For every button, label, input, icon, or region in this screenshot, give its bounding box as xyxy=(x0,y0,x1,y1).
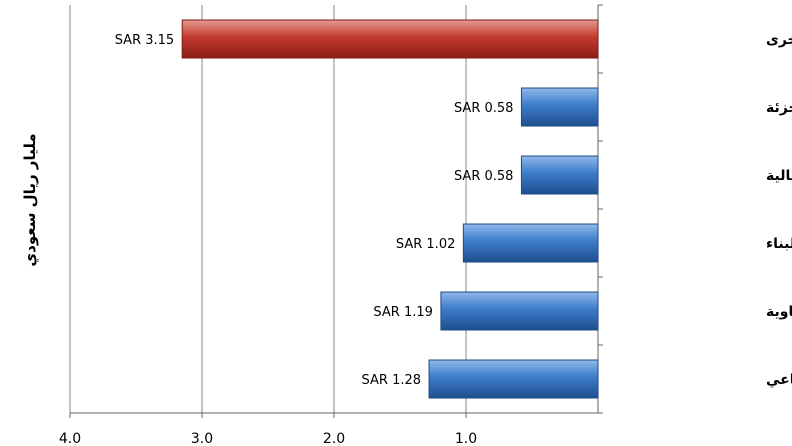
x-tick-label: 2.0 xyxy=(323,431,345,446)
category-label: التجزئة xyxy=(766,100,792,116)
data-label: SAR 0.58 xyxy=(454,101,514,116)
grid xyxy=(69,5,467,413)
bar xyxy=(520,87,599,127)
data-label: SAR 1.02 xyxy=(396,237,456,252)
data-label: SAR 1.19 xyxy=(373,305,433,320)
category-label: المصارف والخدمات المالية xyxy=(766,168,792,184)
bar xyxy=(428,359,599,399)
bar xyxy=(440,291,599,331)
x-tick-label: 1.0 xyxy=(455,431,477,446)
x-tick-label: 4.0 xyxy=(59,431,81,446)
category-label: التشييد والبناء xyxy=(766,236,792,252)
x-tick-label: 3.0 xyxy=(191,431,213,446)
axes xyxy=(69,4,603,418)
bars xyxy=(181,19,599,399)
data-label: SAR 1.28 xyxy=(362,373,422,388)
bar xyxy=(181,19,599,59)
category-label: الأستثمار الصناعي xyxy=(766,371,792,388)
data-label: SAR 0.58 xyxy=(454,169,514,184)
labels: 4.0 3.0 2.0 1.0 SAR 3.15 قطاعات اخرى SAR 0.58 ا… xyxy=(59,32,792,446)
category-label: قطاعات اخرى xyxy=(766,32,792,48)
category-label: الصناعات والبتروكيماوية xyxy=(766,304,792,320)
bar xyxy=(520,155,599,195)
bar xyxy=(462,223,599,263)
data-label: SAR 3.15 xyxy=(115,33,175,48)
